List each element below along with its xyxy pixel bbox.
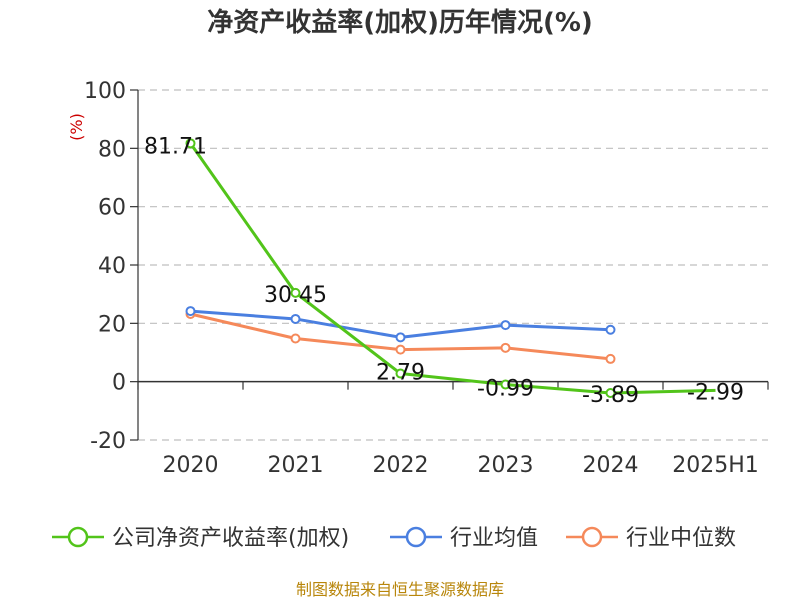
legend-item-industry-mean[interactable]: 行业均值 xyxy=(390,526,538,551)
data-point xyxy=(500,342,511,353)
legend-label-company: 公司净资产收益率(加权) xyxy=(112,526,349,551)
data-labels: 81.71 30.45 2.79 -0.99 -3.89 -2.99 xyxy=(144,134,744,408)
data-label: 81.71 xyxy=(144,134,207,159)
y-tick-label: -20 xyxy=(90,429,126,454)
legend-marker-industry-mean xyxy=(405,526,427,548)
x-tick-label: 2025H1 xyxy=(672,453,759,478)
y-tick-labels: 100 80 60 40 20 0 -20 xyxy=(84,79,126,454)
legend: 公司净资产收益率(加权) 行业均值 行业中位数 xyxy=(52,526,736,551)
series-line xyxy=(189,142,716,395)
x-tick-label: 2021 xyxy=(268,453,324,478)
data-point xyxy=(605,388,616,399)
source-note: 制图数据来自恒生聚源数据库 xyxy=(296,580,504,599)
x-tick-labels: 2020 2021 2022 2023 2024 2025H1 xyxy=(163,453,759,478)
chart-title: 净资产收益率(加权)历年情况(%) xyxy=(207,7,593,38)
y-tick-label: 60 xyxy=(98,196,126,221)
data-point xyxy=(605,324,616,335)
legend-marker-industry-median xyxy=(581,526,603,548)
data-label: -0.99 xyxy=(477,377,534,402)
data-point xyxy=(290,313,301,324)
x-tick-label: 2020 xyxy=(163,453,219,478)
x-tick-label: 2022 xyxy=(373,453,429,478)
x-tick-label: 2024 xyxy=(583,453,639,478)
data-label: -2.99 xyxy=(687,380,744,405)
x-tick-label: 2023 xyxy=(478,453,534,478)
data-point xyxy=(395,368,406,379)
series-lines xyxy=(185,138,716,399)
y-axis-label: (%) xyxy=(67,113,86,141)
y-tick-label: 0 xyxy=(112,371,126,396)
data-label: 2.79 xyxy=(376,361,425,386)
legend-item-company[interactable]: 公司净资产收益率(加权) xyxy=(52,526,349,551)
y-tick-label: 100 xyxy=(84,79,126,104)
data-point xyxy=(290,287,301,298)
data-point xyxy=(605,353,616,364)
data-point xyxy=(500,379,511,390)
y-tick-label: 80 xyxy=(98,137,126,162)
data-label: 30.45 xyxy=(264,283,327,308)
data-point xyxy=(290,333,301,344)
legend-marker-company xyxy=(67,526,89,548)
legend-label-industry-median: 行业中位数 xyxy=(626,526,736,551)
data-label: -3.89 xyxy=(582,383,639,408)
data-point xyxy=(185,306,196,317)
grid-lines xyxy=(138,89,768,441)
data-point xyxy=(185,138,196,149)
data-point xyxy=(500,320,511,331)
data-point xyxy=(395,344,406,355)
data-point xyxy=(395,332,406,343)
legend-label-industry-mean: 行业均值 xyxy=(450,526,538,551)
y-tick-label: 20 xyxy=(98,312,126,337)
axes xyxy=(130,89,769,441)
legend-item-industry-median[interactable]: 行业中位数 xyxy=(566,526,736,551)
y-tick-label: 40 xyxy=(98,254,126,279)
